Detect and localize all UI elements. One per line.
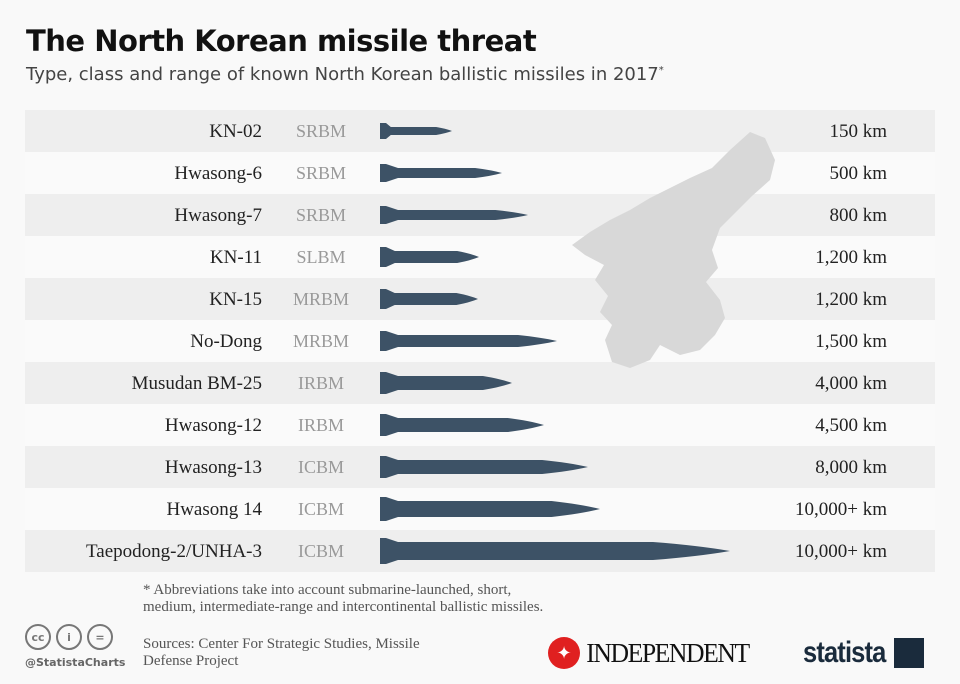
missile-range: 800 km bbox=[829, 205, 887, 226]
missile-9 bbox=[380, 456, 588, 478]
missile-range: 8,000 km bbox=[815, 457, 887, 478]
missile-3 bbox=[380, 206, 528, 224]
chart-title: The North Korean missile threat bbox=[26, 24, 537, 58]
missile-class: IRBM bbox=[298, 415, 344, 435]
missile-shape bbox=[380, 247, 479, 267]
eagle-icon: ✦ bbox=[548, 637, 580, 669]
footnote-mark: * bbox=[658, 65, 664, 76]
cc-icon: cc bbox=[25, 624, 51, 650]
missile-class: MRBM bbox=[293, 289, 349, 309]
missile-6 bbox=[380, 331, 557, 351]
missile-name: Hwasong-6 bbox=[174, 163, 262, 184]
missile-shape bbox=[380, 414, 544, 436]
nd-icon: = bbox=[87, 624, 113, 650]
missile-name: KN-11 bbox=[210, 247, 262, 268]
missile-shape bbox=[380, 497, 600, 521]
missile-name: Hwasong-7 bbox=[174, 205, 262, 226]
missile-shape bbox=[380, 289, 478, 309]
missile-shape bbox=[380, 372, 512, 394]
independent-logo: ✦ INDEPENDENT bbox=[548, 637, 753, 669]
missile-10 bbox=[380, 497, 600, 521]
missile-name: Hwasong 14 bbox=[166, 499, 262, 520]
license-icons: cc i = bbox=[25, 624, 113, 650]
missile-name: KN-15 bbox=[209, 289, 262, 310]
row-background bbox=[25, 278, 935, 320]
missile-shape bbox=[380, 206, 528, 224]
missile-range: 1,200 km bbox=[815, 247, 887, 268]
missile-class: SRBM bbox=[296, 205, 346, 225]
missile-class: IRBM bbox=[298, 373, 344, 393]
statista-handle[interactable]: @StatistaCharts bbox=[25, 656, 126, 669]
footnote: * Abbreviations take into account submar… bbox=[143, 582, 544, 615]
missile-range: 1,500 km bbox=[815, 331, 887, 352]
missile-shape bbox=[380, 538, 730, 564]
subtitle-text: Type, class and range of known North Kor… bbox=[26, 64, 659, 85]
missile-shape bbox=[380, 456, 588, 478]
north-korea-map bbox=[572, 132, 775, 368]
row-background bbox=[25, 236, 935, 278]
missile-range: 150 km bbox=[829, 121, 887, 142]
missile-range: 4,000 km bbox=[815, 373, 887, 394]
missile-class: SRBM bbox=[296, 163, 346, 183]
missile-class: SLBM bbox=[296, 247, 345, 267]
missile-7 bbox=[380, 372, 512, 394]
missile-5 bbox=[380, 289, 478, 309]
missile-range: 10,000+ km bbox=[795, 541, 887, 562]
missile-8 bbox=[380, 414, 544, 436]
statista-wordmark: statista bbox=[803, 636, 886, 669]
row-background bbox=[25, 110, 935, 152]
missile-name: KN-02 bbox=[209, 121, 262, 142]
statista-logo: statista bbox=[803, 636, 925, 670]
missile-2 bbox=[380, 164, 502, 182]
missile-range: 10,000+ km bbox=[795, 499, 887, 520]
missile-class: SRBM bbox=[296, 121, 346, 141]
by-icon: i bbox=[56, 624, 82, 650]
missile-class: ICBM bbox=[298, 457, 344, 477]
missile-class: ICBM bbox=[298, 541, 344, 561]
chart-subtitle: Type, class and range of known North Kor… bbox=[26, 64, 664, 85]
independent-wordmark: INDEPENDENT bbox=[586, 637, 750, 668]
missile-name: Hwasong-12 bbox=[165, 415, 262, 436]
missile-class: MRBM bbox=[293, 331, 349, 351]
statista-mark-icon bbox=[894, 638, 925, 668]
missile-name: Musudan BM-25 bbox=[132, 373, 262, 394]
missile-4 bbox=[380, 247, 479, 267]
missile-name: No-Dong bbox=[190, 331, 262, 352]
missile-class: ICBM bbox=[298, 499, 344, 519]
missile-shape bbox=[380, 331, 557, 351]
missile-shape bbox=[380, 123, 452, 139]
missile-1 bbox=[380, 123, 452, 139]
sources: Sources: Center For Strategic Studies, M… bbox=[143, 636, 420, 669]
missile-range: 500 km bbox=[829, 163, 887, 184]
missile-range: 4,500 km bbox=[815, 415, 887, 436]
missile-11 bbox=[380, 538, 730, 564]
missile-name: Hwasong-13 bbox=[165, 457, 262, 478]
missile-shape bbox=[380, 164, 502, 182]
missile-range: 1,200 km bbox=[815, 289, 887, 310]
missile-name: Taepodong-2/UNHA-3 bbox=[86, 541, 262, 562]
